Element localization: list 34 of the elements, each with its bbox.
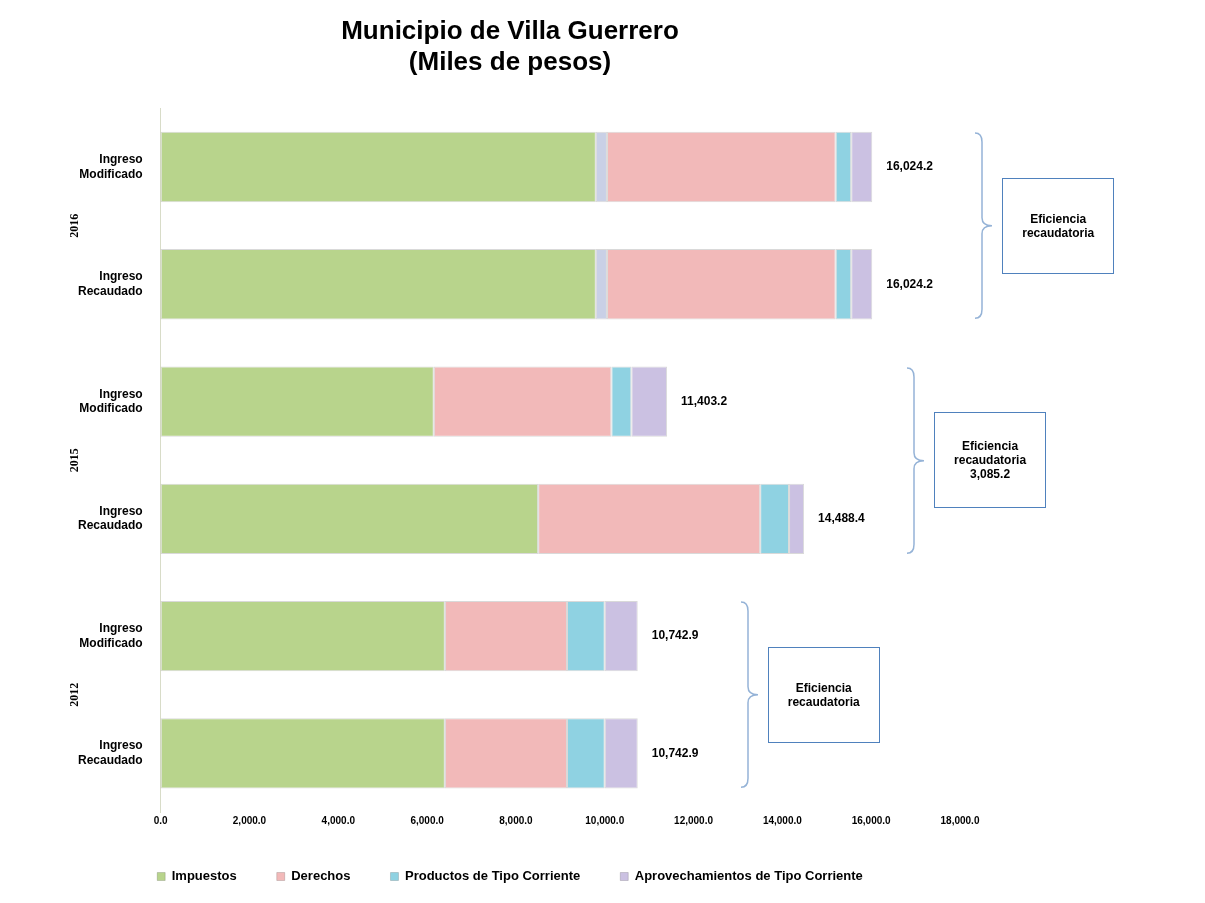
text: 2015 [67,448,82,473]
x-tick-label: 0.0 [153,814,169,826]
legend-label: Derechos [291,868,351,884]
total-label: 14,488.4 [818,511,866,526]
y-tick-label: Ingreso Recaudado [77,738,143,767]
x-tick-label: 14,000.0 [762,814,803,826]
x-tick-label: 4,000.0 [321,814,356,826]
legend-label: Productos de Tipo Corriente [404,868,581,884]
text-box: Eficiencia recaudatoria [767,646,880,743]
total-label: 10,742.9 [651,745,699,760]
total-label: 16,024.2 [886,159,934,174]
y-tick-label: Ingreso Recaudado [77,503,143,533]
y-tick-label: Ingreso Modificado [79,152,143,181]
text: 2016 [67,213,82,238]
x-tick-label: 2,000.0 [232,814,267,826]
x-tick-label: 12,000.0 [674,814,714,826]
x-tick-label: 10,000.0 [585,814,625,826]
text-box: Eficiencia recaudatoria [1002,177,1115,274]
y-tick-label: Ingreso Recaudado [77,269,143,298]
x-tick-label: 8,000.0 [499,814,534,826]
chart-title: Municipio de Villa Guerrero [341,14,679,45]
y-tick-label: Ingreso Modificado [79,621,143,650]
text-box: Eficiencia recaudatoria 3,085.2 [934,412,1047,509]
total-label: 10,742.9 [651,628,699,643]
x-tick-label: 18,000.0 [940,814,980,826]
y-tick-label: Ingreso Modificado [79,386,143,416]
x-tick-label: 6,000.0 [410,814,445,826]
total-label: 11,403.2 [681,393,728,408]
legend-label: Impuestos [171,868,237,884]
chart-subtitle: (Miles de pesos) [408,45,612,76]
text: 2012 [67,682,82,707]
legend-label: Aprovechamientos de Tipo Corriente [634,868,863,884]
x-tick-label: 16,000.0 [851,814,892,826]
total-label: 16,024.2 [886,276,934,291]
